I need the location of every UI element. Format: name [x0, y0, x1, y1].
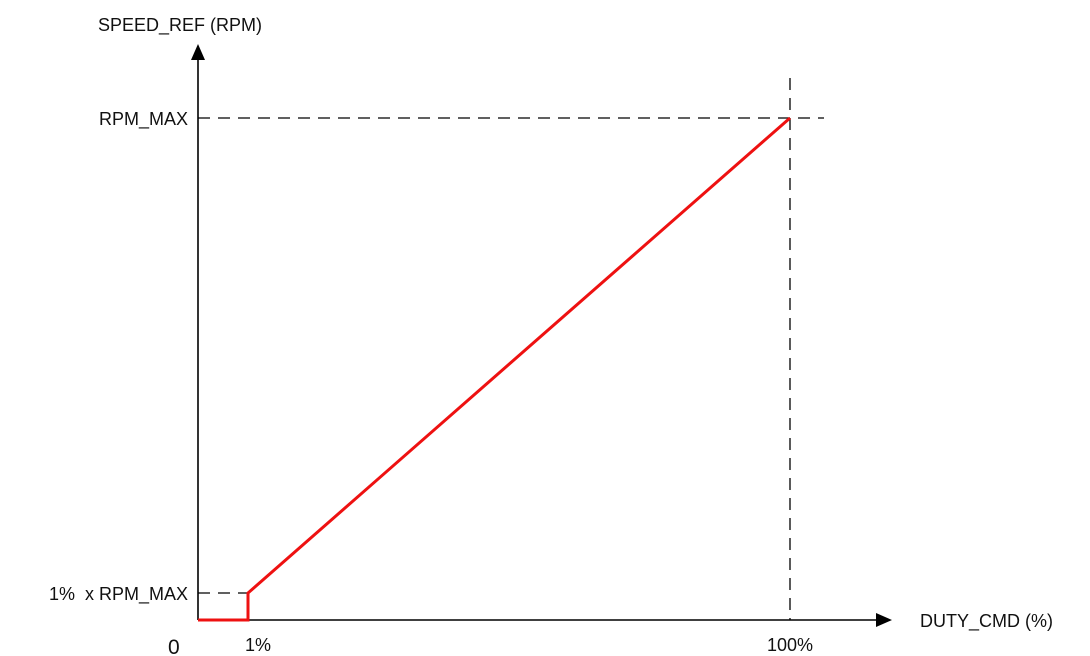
y-tick-rpm-min: 1% x RPM_MAX [49, 584, 188, 605]
x-tick-100-percent: 100% [767, 635, 813, 655]
origin-label: 0 [168, 636, 180, 656]
x-axis-arrowhead [876, 613, 892, 627]
y-tick-rpm-max: RPM_MAX [99, 109, 188, 130]
x-tick-1-percent: 1% [245, 635, 271, 655]
x-axis-label: DUTY_CMD (%) [920, 611, 1053, 632]
y-axis-label: SPEED_REF (RPM) [98, 15, 262, 36]
speed-ref-curve [198, 116, 791, 622]
y-axis-arrowhead [191, 44, 205, 60]
